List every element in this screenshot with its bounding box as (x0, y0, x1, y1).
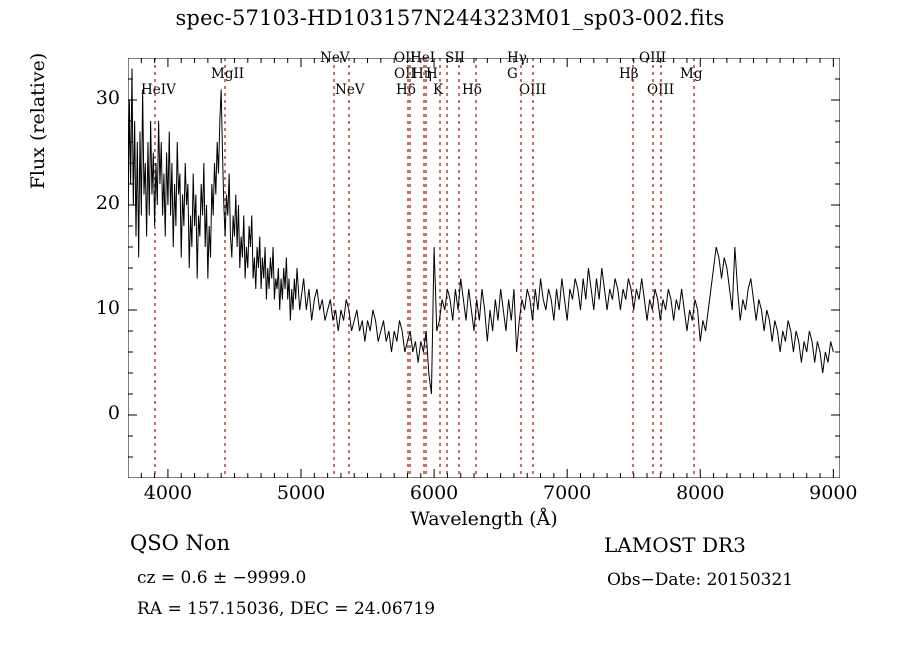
y-tick-label: 20 (95, 192, 120, 214)
spectrum-trace (128, 68, 834, 395)
x-tick-label: 4000 (143, 482, 193, 504)
spectrum-plot-area (128, 58, 840, 478)
x-tick-label: 9000 (809, 482, 858, 504)
x-tick-label: 5000 (276, 482, 326, 504)
line-marker-label: Hδ (462, 82, 482, 98)
redshift-label: cz = 0.6 ± −9999.0 (137, 568, 307, 588)
y-tick-label: 30 (95, 87, 120, 109)
coordinates-label: RA = 157.15036, DEC = 24.06719 (137, 599, 436, 619)
line-marker-label: OIII (647, 82, 675, 98)
obs-date-label: Obs−Date: 20150321 (607, 570, 794, 590)
y-axis-label: Flux (relative) (27, 52, 49, 190)
y-tick-label: 10 (95, 297, 120, 319)
page-title: spec-57103-HD103157N244323M01_sp03-002.f… (175, 6, 725, 30)
line-marker-label: NeV (335, 82, 365, 98)
x-axis-label: Wavelength (Å) (410, 508, 558, 530)
x-tick-label: 6000 (409, 482, 459, 504)
line-marker-group (154, 58, 695, 478)
line-marker-label: G (507, 66, 518, 82)
object-class-label: QSO Non (130, 531, 231, 555)
x-tick-label: 8000 (676, 482, 725, 504)
line-marker-label: Hβ (619, 66, 639, 82)
y-tick-label: 0 (107, 402, 120, 424)
line-marker-label: Hη (412, 66, 432, 82)
line-marker-label: HeIV (141, 82, 176, 98)
line-marker-label: MgII (211, 66, 245, 82)
line-marker-label: OII (394, 66, 416, 82)
survey-label: LAMOST DR3 (604, 533, 746, 557)
x-tick-label: 7000 (542, 482, 592, 504)
line-marker-label: K (433, 82, 444, 98)
line-marker-label: Hδ (396, 82, 416, 98)
line-marker-label: OIII (519, 82, 547, 98)
line-marker-label: H (426, 66, 438, 82)
spectrum-svg (128, 58, 840, 478)
axis-frame (128, 58, 840, 478)
line-marker-label: Mg (680, 66, 703, 82)
